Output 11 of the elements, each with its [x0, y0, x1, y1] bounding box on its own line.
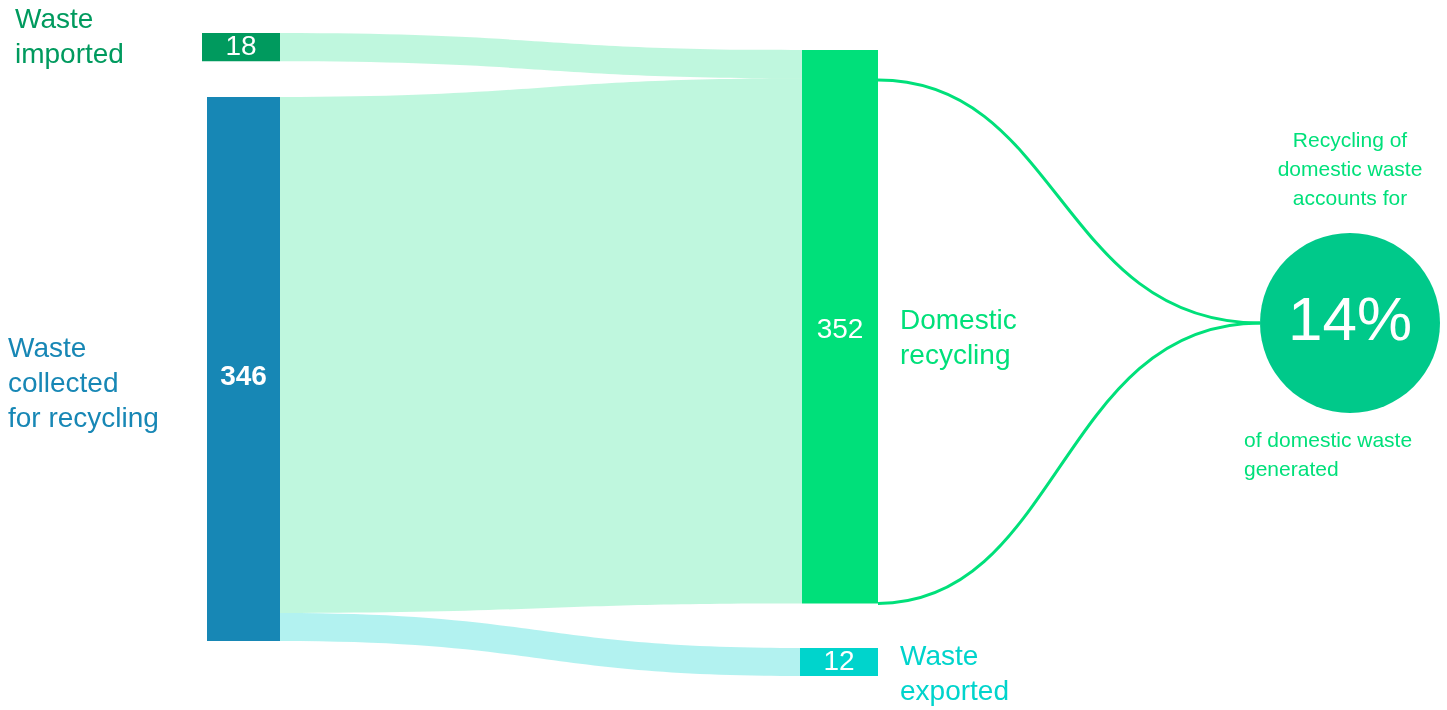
- data-label: 18: [225, 29, 257, 61]
- category-label: Waste exported: [900, 639, 1009, 706]
- data-label: 346: [220, 359, 267, 391]
- text: of domestic waste generated: [1244, 427, 1413, 480]
- text: 14%: [1287, 284, 1413, 354]
- category-label: Domestic recycling: [900, 303, 1017, 370]
- data-label: 352: [816, 312, 864, 344]
- data-label: 12: [823, 644, 855, 676]
- category-label: Waste imported: [15, 2, 124, 69]
- text: Recycling of domestic waste accounts for: [1277, 127, 1423, 209]
- category-label: Waste collected for recycling: [8, 331, 159, 433]
